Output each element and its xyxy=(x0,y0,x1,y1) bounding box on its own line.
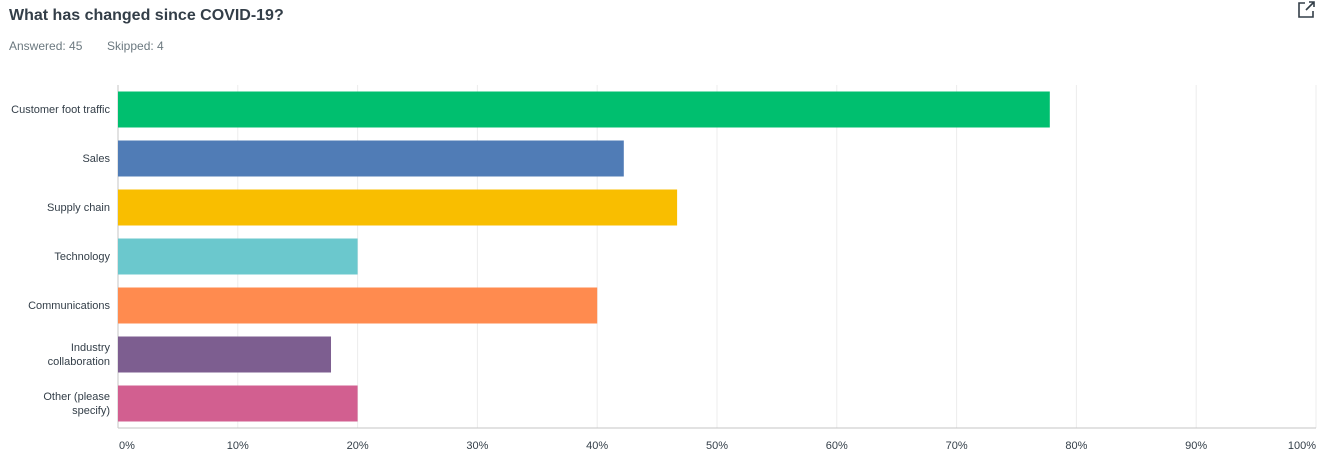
bar xyxy=(118,385,358,422)
category-label: Sales xyxy=(82,152,110,165)
category-label: Supply chain xyxy=(47,201,110,214)
category-label: Communications xyxy=(28,299,110,312)
bar xyxy=(118,238,358,275)
category-label: Other (please specify) xyxy=(43,390,110,417)
bar xyxy=(118,287,598,324)
x-tick-label: 10% xyxy=(227,440,249,452)
chart-title: What has changed since COVID-19? xyxy=(9,7,284,24)
bar xyxy=(118,336,332,373)
category-label: Customer foot traffic xyxy=(11,103,110,116)
x-tick-label: 30% xyxy=(466,440,488,452)
x-tick-label: 70% xyxy=(946,440,968,452)
x-tick-label: 40% xyxy=(586,440,608,452)
x-tick-label: 100% xyxy=(1288,440,1316,452)
x-tick-label: 0% xyxy=(119,440,135,452)
category-label: Technology xyxy=(54,250,110,263)
bar xyxy=(118,189,678,226)
bar xyxy=(118,91,1050,128)
x-tick-label: 50% xyxy=(706,440,728,452)
x-tick-label: 60% xyxy=(826,440,848,452)
x-tick-label: 90% xyxy=(1185,440,1207,452)
x-tick-label: 20% xyxy=(347,440,369,452)
answered-count: Answered: 45 xyxy=(9,39,83,53)
external-link-icon[interactable] xyxy=(1298,1,1315,18)
x-tick-label: 80% xyxy=(1065,440,1087,452)
category-label: Industry collaboration xyxy=(47,341,110,368)
skipped-count: Skipped: 4 xyxy=(107,39,164,53)
bar xyxy=(118,140,624,177)
